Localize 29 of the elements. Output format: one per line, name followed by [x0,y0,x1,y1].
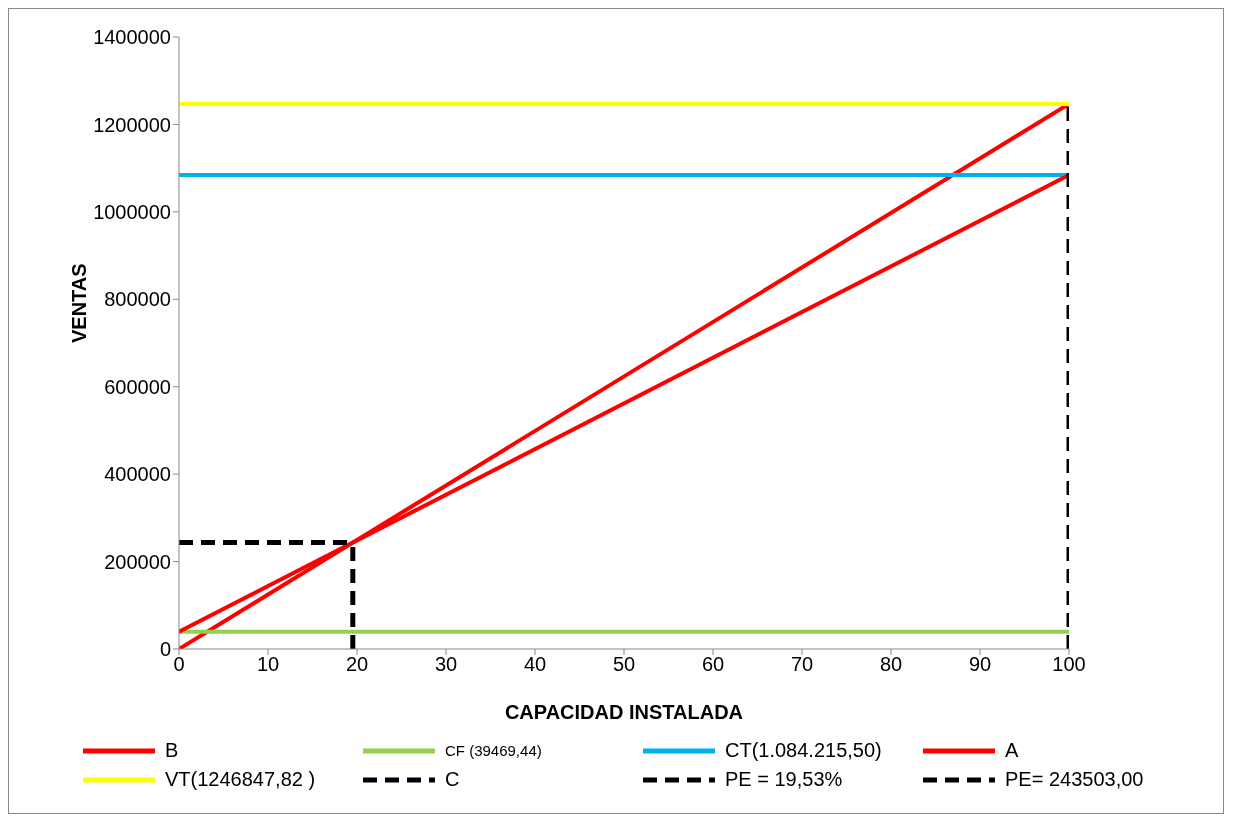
x-tick-label: 10 [256,653,280,676]
y-tick-label: 1400000 [93,26,171,49]
legend-label: CT(1.084.215,50) [725,739,882,762]
y-axis-title: VENTAS [68,263,91,343]
y-tick-label: 400000 [104,463,171,486]
x-axis-title: CAPACIDAD INSTALADA [504,701,744,723]
y-tick-label: 1000000 [93,200,171,223]
y-tick-label: 1200000 [93,113,171,136]
legend-label: CF (39469,44) [445,742,542,759]
legend-label: C [445,768,460,791]
x-tick-label: 70 [790,653,814,676]
y-tick-label: 0 [159,638,171,661]
x-tick-label: 90 [968,653,992,676]
x-tick-label: 20 [345,653,369,676]
y-tick-label: 800000 [104,288,171,311]
legend-label: PE = 19,53% [725,768,843,791]
y-tick-label: 200000 [104,550,171,573]
legend-label: PE= 243503,00 [1005,768,1144,791]
x-tick-label: 80 [879,653,903,676]
x-tick-label: 0 [173,653,185,676]
x-tick-label: 50 [612,653,636,676]
legend-label: B [165,739,179,762]
x-tick-label: 40 [523,653,547,676]
y-tick-label: 600000 [104,375,171,398]
legend-label: VT(1246847,82 ) [165,768,316,791]
x-tick-label: 100 [1052,653,1086,676]
x-tick-label: 30 [434,653,458,676]
legend-label: A [1005,739,1019,762]
x-tick-label: 60 [701,653,725,676]
